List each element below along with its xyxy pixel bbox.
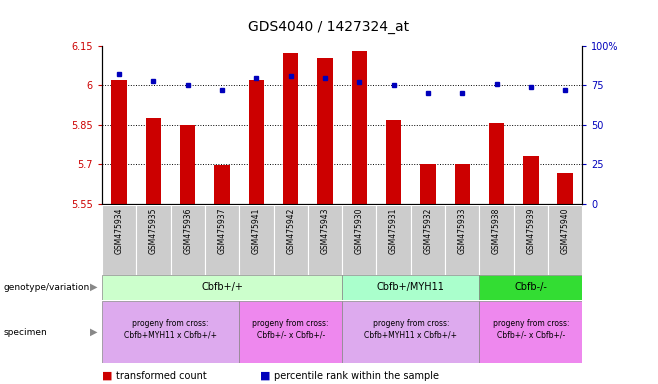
Bar xyxy=(455,164,470,204)
Bar xyxy=(376,205,411,275)
Text: transformed count: transformed count xyxy=(116,371,207,381)
Text: ▶: ▶ xyxy=(90,282,97,292)
Text: Cbfb-/-: Cbfb-/- xyxy=(515,282,547,292)
Text: GSM475932: GSM475932 xyxy=(424,207,432,254)
Text: GSM475941: GSM475941 xyxy=(252,207,261,254)
Text: GSM475937: GSM475937 xyxy=(218,207,226,254)
Bar xyxy=(283,53,299,204)
Bar xyxy=(249,80,264,204)
Bar xyxy=(145,118,161,204)
Bar xyxy=(136,205,170,275)
Bar xyxy=(386,119,401,204)
Text: GSM475940: GSM475940 xyxy=(561,207,570,254)
Bar xyxy=(411,205,445,275)
Bar xyxy=(215,166,230,204)
Text: ■: ■ xyxy=(260,371,270,381)
Text: GSM475930: GSM475930 xyxy=(355,207,364,254)
Bar xyxy=(240,205,274,275)
Text: progeny from cross:
Cbfb+MYH11 x Cbfb+/+: progeny from cross: Cbfb+MYH11 x Cbfb+/+ xyxy=(124,319,217,339)
Text: Cbfb+/MYH11: Cbfb+/MYH11 xyxy=(377,282,445,292)
Bar xyxy=(317,58,333,204)
Text: GSM475935: GSM475935 xyxy=(149,207,158,254)
Text: progeny from cross:
Cbfb+MYH11 x Cbfb+/+: progeny from cross: Cbfb+MYH11 x Cbfb+/+ xyxy=(365,319,457,339)
Text: GSM475933: GSM475933 xyxy=(458,207,467,254)
Text: GSM475942: GSM475942 xyxy=(286,207,295,254)
Text: GSM475934: GSM475934 xyxy=(114,207,124,254)
Bar xyxy=(557,173,573,204)
Text: ▶: ▶ xyxy=(90,327,97,337)
Bar xyxy=(111,80,127,204)
Bar xyxy=(342,205,376,275)
Text: Cbfb+/+: Cbfb+/+ xyxy=(201,282,243,292)
Bar xyxy=(514,205,548,275)
Text: GSM475943: GSM475943 xyxy=(320,207,330,254)
Bar xyxy=(102,301,240,363)
Bar xyxy=(170,205,205,275)
Bar xyxy=(240,301,342,363)
Text: progeny from cross:
Cbfb+/- x Cbfb+/-: progeny from cross: Cbfb+/- x Cbfb+/- xyxy=(253,319,329,339)
Bar xyxy=(351,51,367,204)
Bar xyxy=(445,205,480,275)
Bar xyxy=(342,275,480,300)
Bar xyxy=(480,205,514,275)
Text: percentile rank within the sample: percentile rank within the sample xyxy=(274,371,440,381)
Text: ■: ■ xyxy=(102,371,113,381)
Bar xyxy=(102,205,136,275)
Bar xyxy=(342,301,480,363)
Text: GDS4040 / 1427324_at: GDS4040 / 1427324_at xyxy=(249,20,409,34)
Bar xyxy=(180,125,195,204)
Bar xyxy=(523,156,539,204)
Bar xyxy=(420,164,436,204)
Bar xyxy=(548,205,582,275)
Bar xyxy=(205,205,240,275)
Bar xyxy=(489,124,504,204)
Bar xyxy=(308,205,342,275)
Text: progeny from cross:
Cbfb+/- x Cbfb+/-: progeny from cross: Cbfb+/- x Cbfb+/- xyxy=(493,319,569,339)
Text: GSM475939: GSM475939 xyxy=(526,207,536,254)
Text: genotype/variation: genotype/variation xyxy=(3,283,89,291)
Text: specimen: specimen xyxy=(3,328,47,337)
Bar xyxy=(480,301,582,363)
Text: GSM475931: GSM475931 xyxy=(389,207,398,254)
Bar xyxy=(102,275,342,300)
Text: GSM475938: GSM475938 xyxy=(492,207,501,254)
Bar xyxy=(480,275,582,300)
Bar xyxy=(274,205,308,275)
Text: GSM475936: GSM475936 xyxy=(184,207,192,254)
